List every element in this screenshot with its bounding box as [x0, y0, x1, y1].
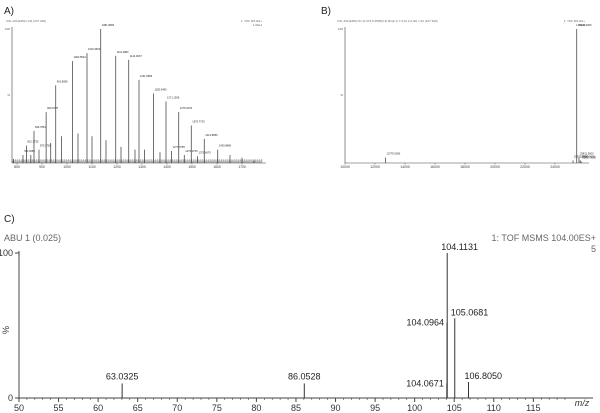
panel-a-x-tick-label-6: 1400	[163, 165, 171, 169]
panel-a-x-tick-label-4: 1200	[113, 165, 121, 169]
panel-c-peak-label-6: 106.8050	[465, 371, 503, 381]
panel-b-x-tick-label-0: 10000	[340, 165, 350, 169]
panel-a-peak-label-24: 1271.1396	[167, 95, 180, 99]
panel-c-peak-label-4: 104.1131	[441, 242, 478, 252]
panel-c-x-axis-label: m/z	[575, 398, 590, 408]
panel-a-y-top-label: 100	[5, 27, 10, 31]
panel-a-x-tick-label-9: 1700	[238, 165, 246, 169]
panel-c-x-tick-label-3: 65	[133, 403, 143, 413]
panel-a-peak-label-10: 1002.5691	[74, 55, 87, 59]
panel-b-header-left: CSL 261(E352) 61 (0.474;0.3505(0.3) B1(2…	[337, 19, 438, 23]
panel-c-x-tick-label-12: 110	[487, 403, 501, 413]
panel-b-peak-label-0: 12775.0000	[387, 152, 401, 156]
panel-c-x-tick-label-2: 60	[93, 403, 103, 413]
panel-c-x-tick-label-11: 105	[447, 403, 462, 413]
panel-a-peak-label-28: 1376.7730	[192, 119, 205, 123]
panel-a-peak-label-31: 1430.6886	[219, 144, 232, 148]
panel-c-peak-label-0: 63.0325	[106, 372, 139, 382]
panel-a-peak-label-16: 1111.4880	[117, 50, 129, 54]
panel-c-peak-label-1: 86.0528	[288, 372, 321, 382]
panel-a-peak-label-8: 961.8695	[57, 79, 68, 83]
panel-a-x-tick-label-8: 1600	[213, 165, 221, 169]
panel-a-peak-label-20: 1161.9689	[140, 74, 153, 78]
panel-b-x-tick-label-7: 24000	[550, 165, 560, 169]
panel-a-y-mid-label: %	[7, 93, 10, 97]
panel-b-x-tick-label-5: 20000	[490, 165, 500, 169]
panel-c-x-tick-label-5: 75	[212, 403, 222, 413]
panel-c-y-tick-label-0: 0	[8, 393, 13, 403]
panel-a-x-tick-label-1: 900	[39, 165, 45, 169]
panel-a-peak-label-12: 1022.9663	[88, 47, 101, 51]
panel-label-c: C)	[4, 214, 15, 225]
panel-b-x-tick-label-4: 18000	[460, 165, 470, 169]
panel-c-peak-label-2: 104.0671	[406, 379, 444, 389]
panel-c-x-tick-label-10: 100	[407, 403, 422, 413]
panel-b-y-mid-label: %	[340, 93, 343, 97]
panel-c-y-axis-label: %	[1, 326, 11, 334]
panel-c-peak-label-5: 105.0681	[451, 307, 489, 317]
panel-c-x-tick-label-0: 50	[14, 403, 24, 413]
panel-a-peak-label-27: 1279.1753	[185, 149, 198, 153]
panel-b-peak-label-5: 25857.0000	[582, 156, 596, 160]
panel-c-header-right-1: 5	[591, 244, 596, 254]
panel-b-x-tick-label-2: 14000	[400, 165, 410, 169]
panel-b-peak-label-2: 25640.0000	[578, 23, 592, 27]
panel-a-x-tick-label-3: 1100	[88, 165, 95, 169]
panel-a-x-tick-label-5: 1300	[138, 165, 146, 169]
panel-c-peak-label-3: 104.0964	[407, 318, 445, 328]
panel-a-peak-label-4: 846.7851	[35, 125, 46, 129]
panel-c-x-tick-label-4: 70	[172, 403, 182, 413]
panel-a-x-tick-label-7: 1500	[188, 165, 196, 169]
panel-b-peak-label-1: 25520.5000	[574, 154, 588, 158]
panel-a-peak-label-14: 1081.9965	[102, 23, 115, 27]
panel-c-x-tick-label-7: 85	[291, 403, 301, 413]
panel-b-peak-label-3: 25811.5000	[580, 152, 594, 156]
panel-a-peak-label-5: 873.1702	[40, 144, 51, 148]
panel-label-a: A)	[4, 6, 14, 17]
panel-a-peak-label-29: 1375.6670	[199, 150, 212, 154]
panel-a-baseline-noise	[11, 159, 263, 163]
panel-label-b: B)	[321, 6, 331, 17]
panel-b-peak-label-4: 25680.5000	[581, 154, 595, 158]
panel-b-y-top-label: 100	[338, 27, 343, 31]
panel-a-peak-label-30: 1413.8686	[205, 133, 218, 137]
panel-a-peak-label-6: 909.9725	[47, 106, 58, 110]
panel-a-x-tick-label-0: 800	[14, 165, 20, 169]
panel-b-header-right-0: 1: TOF MS ES+	[564, 19, 585, 23]
panel-a-peak-label-22: 1182.9490	[155, 87, 168, 91]
panel-c-x-tick-label-13: 115	[526, 403, 540, 413]
panel-c-header-left: ABU 1 (0.025)	[4, 233, 61, 243]
panel-c-x-tick-label-8: 90	[331, 403, 341, 413]
panel-c-x-tick-label-6: 80	[251, 403, 261, 413]
panel-a-peak-label-1: 782.3685	[24, 149, 35, 153]
panel-a-x-tick-label-2: 1000	[63, 165, 71, 169]
panel-a-peak-label-26: 1275.0433	[180, 106, 193, 110]
panel-b-header-right-1: 1.33e3	[576, 23, 586, 27]
panel-a-peak-label-18: 1141.9037	[130, 54, 143, 58]
panel-a-header-right-1: 1.00e4	[253, 23, 263, 27]
panel-a-header-left: CSL 261(E352) 134 (247 949)	[6, 19, 46, 23]
panel-a-peak-label-2: 812.3735	[28, 140, 39, 144]
panel-b-x-tick-label-6: 22000	[520, 165, 530, 169]
panel-c-x-tick-label-1: 55	[54, 403, 64, 413]
panel-c-x-tick-label-9: 95	[370, 403, 380, 413]
panel-b-x-tick-label-3: 16000	[430, 165, 440, 169]
panel-a-header-right-0: 1: TOF MS ES+	[241, 19, 262, 23]
panel-b-x-tick-label-1: 12000	[370, 165, 380, 169]
panel-c-y-tick-label-1: 100	[0, 248, 13, 258]
panel-c-header-right-0: 1: TOF MSMS 104.00ES+	[492, 233, 596, 243]
